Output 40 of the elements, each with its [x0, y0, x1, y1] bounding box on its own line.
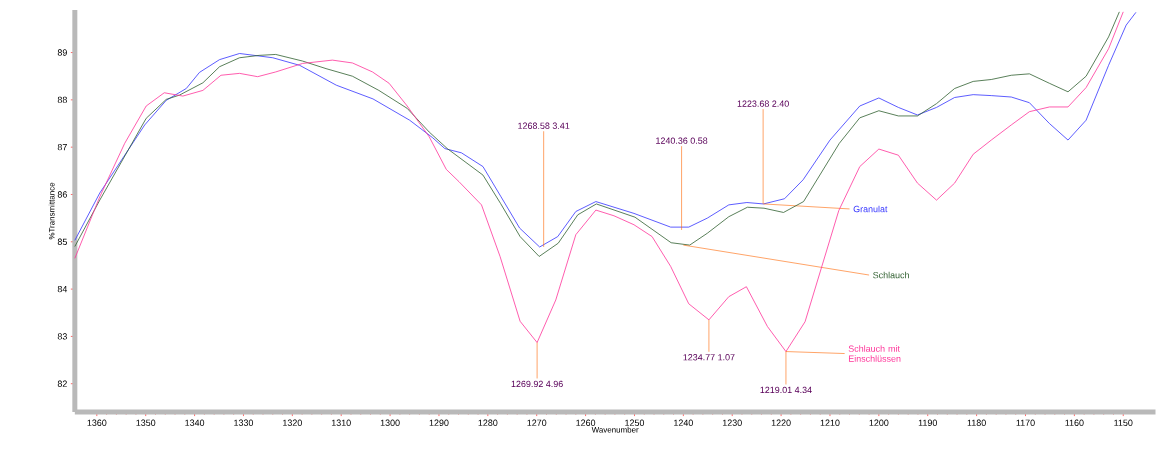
x-tick-label: 1220 — [771, 419, 791, 426]
y-tick-label: 89 — [57, 49, 67, 56]
x-tick-label: 1260 — [576, 419, 596, 426]
annotation: 1268.58 3.41 — [518, 122, 570, 129]
y-tick-label: 86 — [57, 191, 67, 198]
x-tick-label: 1280 — [478, 419, 498, 426]
text: Granulat — [853, 205, 888, 213]
annotation: 1234.77 1.07 — [683, 354, 735, 361]
x-tick-label: 1210 — [820, 419, 840, 426]
x-tick-label: 1320 — [283, 419, 302, 426]
y-tick-label: 87 — [57, 143, 67, 151]
x-tick-label: 1160 — [1065, 419, 1084, 426]
annotation: 1219.01 4.34 — [760, 386, 812, 394]
x-tick-label: 1230 — [722, 419, 742, 426]
y-tick-label: 88 — [57, 96, 67, 104]
x-tick-label: 1330 — [234, 419, 254, 426]
text: Schlauch — [873, 271, 909, 279]
x-tick-label: 1190 — [918, 419, 938, 426]
x-tick-label: 1350 — [136, 419, 156, 426]
x-tick-label: 1270 — [527, 419, 547, 426]
y-tick-label: 82 — [57, 380, 67, 387]
x-tick-label: 1240 — [674, 419, 693, 426]
x-tick-label: 1340 — [185, 419, 205, 426]
line-series — [74, 11, 1124, 352]
y-tick-label: 83 — [57, 333, 67, 340]
x-tick-label: 1360 — [87, 419, 107, 426]
y-tick-label: 84 — [57, 285, 68, 293]
x-tick-label: 1150 — [1114, 419, 1133, 426]
text: Schlauch mit Einschlüssen — [848, 345, 901, 362]
annotation: 1240.36 0.58 — [656, 137, 708, 144]
x-tick-label: 1170 — [1016, 419, 1035, 426]
annotation: 1223.68 2.40 — [737, 100, 789, 107]
x-tick-label: 1290 — [429, 419, 449, 426]
x-tick-label: 1250 — [625, 419, 645, 426]
y-tick-label: 85 — [57, 238, 67, 245]
x-tick-label: 1300 — [380, 419, 400, 426]
x-tick-label: 1200 — [869, 419, 889, 426]
x-tick-label: 1180 — [967, 419, 986, 426]
annotation: 1269.92 4.96 — [511, 380, 563, 388]
x-tick-label: 1310 — [331, 419, 351, 426]
